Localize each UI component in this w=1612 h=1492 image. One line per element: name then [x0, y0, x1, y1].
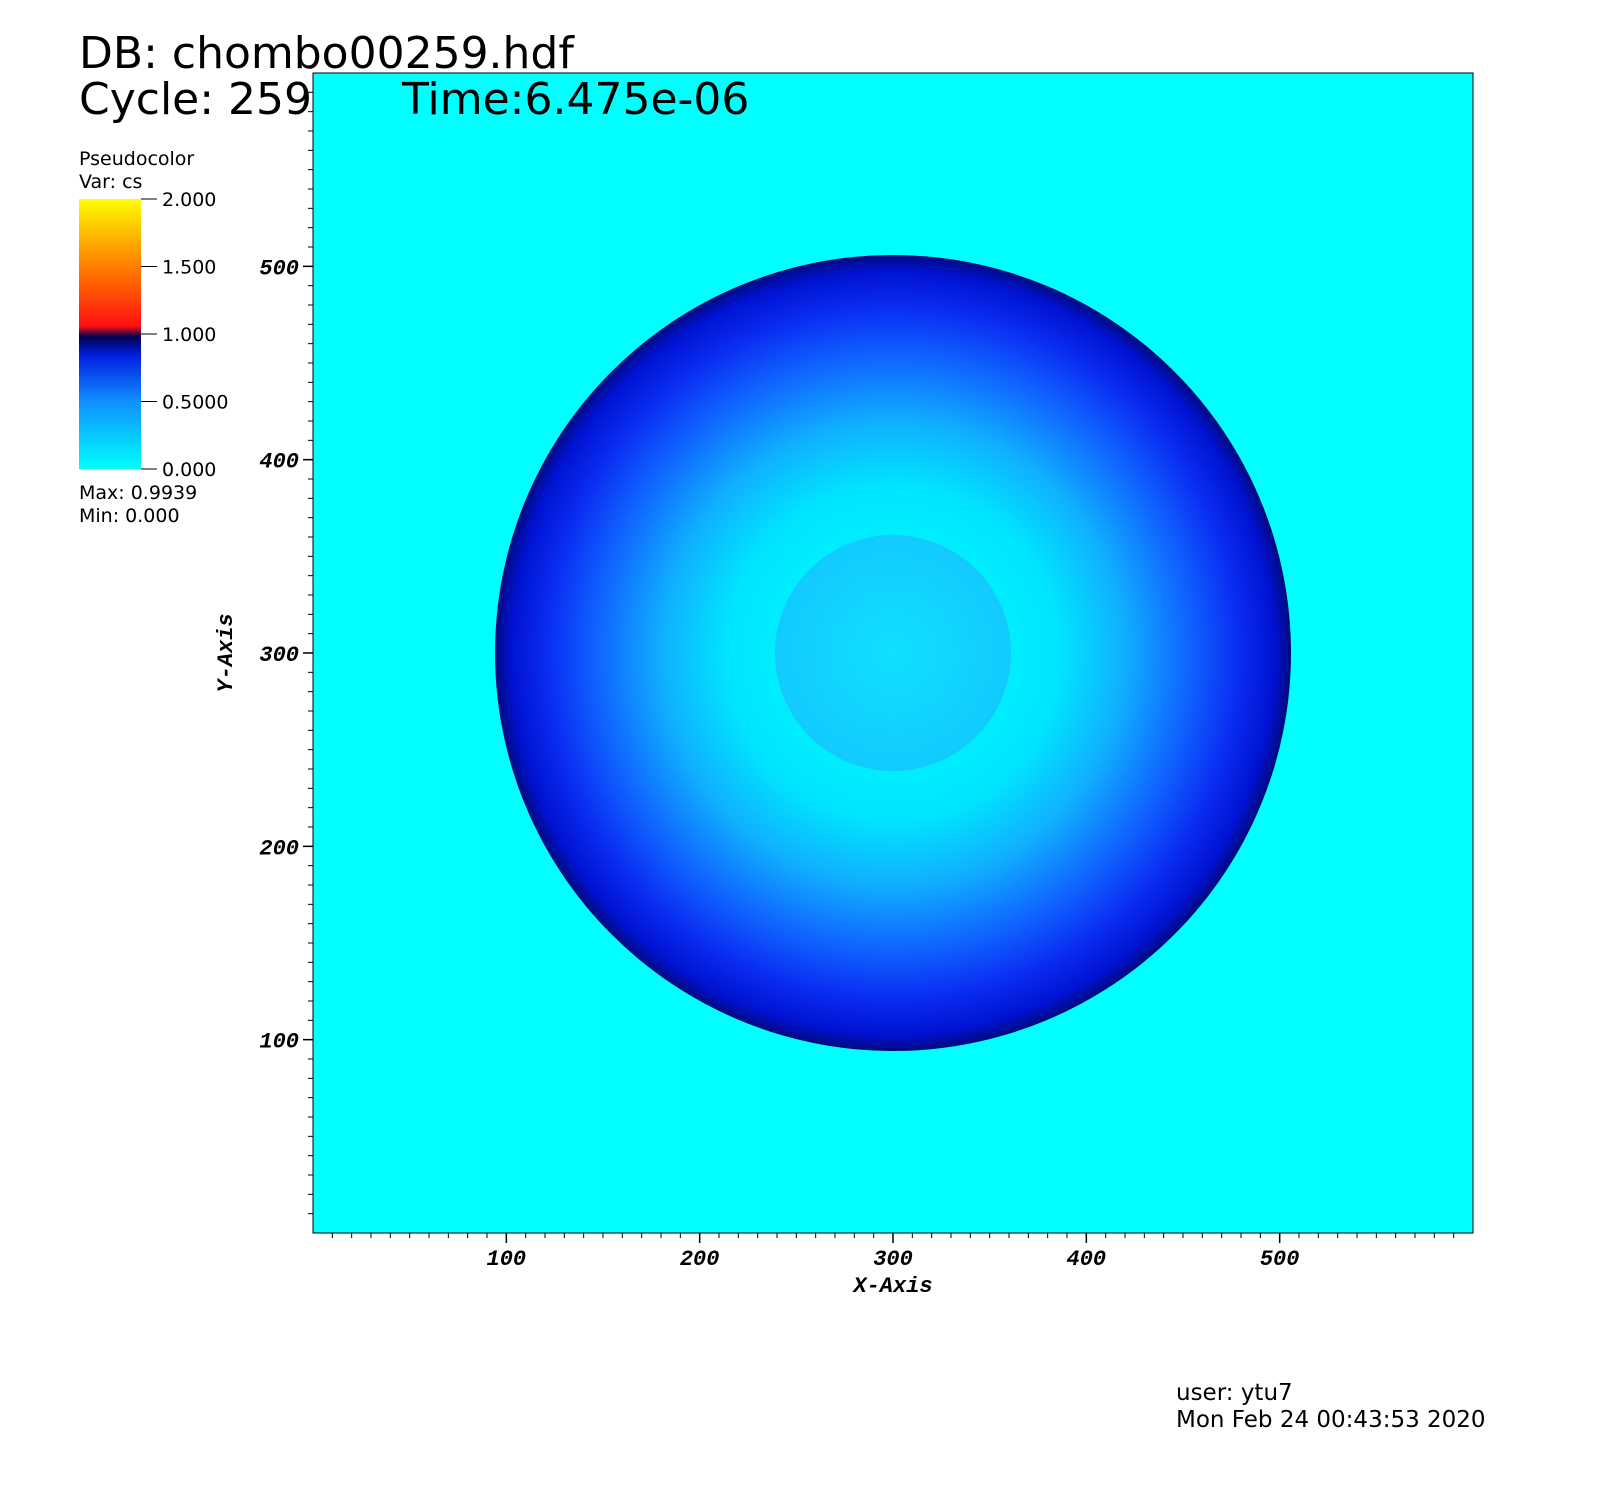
y-tick-label: 200: [259, 836, 299, 861]
y-axis-label: Y-Axis: [214, 613, 239, 692]
axes: 100 200 300 400 500 100 200 300 400 500: [259, 91, 1455, 1272]
legend-var: Var: cs: [79, 171, 142, 193]
inner-core: [775, 535, 1011, 771]
x-tick-label: 100: [487, 1247, 527, 1272]
colorbar-tick-label: 0.000: [162, 459, 216, 481]
user: user: ytu7: [1176, 1380, 1293, 1406]
legend-min: Min: 0.000: [79, 505, 180, 527]
colorbar-tick-label: 2.000: [162, 189, 216, 211]
colorbar: [79, 199, 141, 469]
date: Mon Feb 24 00:43:53 2020: [1176, 1407, 1486, 1433]
plot-area: [312, 72, 1474, 1234]
cycle: Cycle: 259: [79, 74, 312, 125]
y-tick-label: 100: [259, 1030, 299, 1055]
colorbar-tick-label: 1.000: [162, 324, 216, 346]
x-tick-label: 300: [873, 1247, 913, 1272]
time: Time:6.475e-06: [401, 74, 749, 125]
legend-max: Max: 0.9939: [79, 482, 197, 504]
x-axis-label: X-Axis: [851, 1274, 932, 1299]
y-tick-label: 300: [259, 643, 299, 668]
y-tick-label: 400: [259, 450, 299, 475]
x-tick-label: 500: [1260, 1247, 1300, 1272]
y-tick-label: 500: [259, 256, 299, 281]
colorbar-tick-label: 1.500: [162, 257, 216, 279]
x-tick-label: 200: [680, 1247, 720, 1272]
legend-title: Pseudocolor: [79, 148, 194, 170]
db-title: DB: chombo00259.hdf: [79, 28, 575, 79]
colorbar-tick-label: 0.5000: [162, 392, 228, 414]
x-tick-label: 400: [1067, 1247, 1107, 1272]
